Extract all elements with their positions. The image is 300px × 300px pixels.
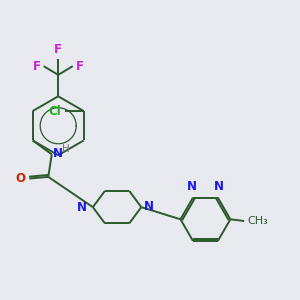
Text: F: F [54,44,62,56]
Text: O: O [16,172,26,185]
Text: CH₃: CH₃ [248,216,268,226]
Text: F: F [76,60,83,73]
Text: H: H [62,144,70,154]
Text: N: N [144,200,154,213]
Text: N: N [77,201,87,214]
Text: N: N [187,180,197,193]
Text: Cl: Cl [48,104,61,118]
Text: N: N [214,180,224,193]
Text: N: N [53,147,63,160]
Text: F: F [33,60,41,73]
